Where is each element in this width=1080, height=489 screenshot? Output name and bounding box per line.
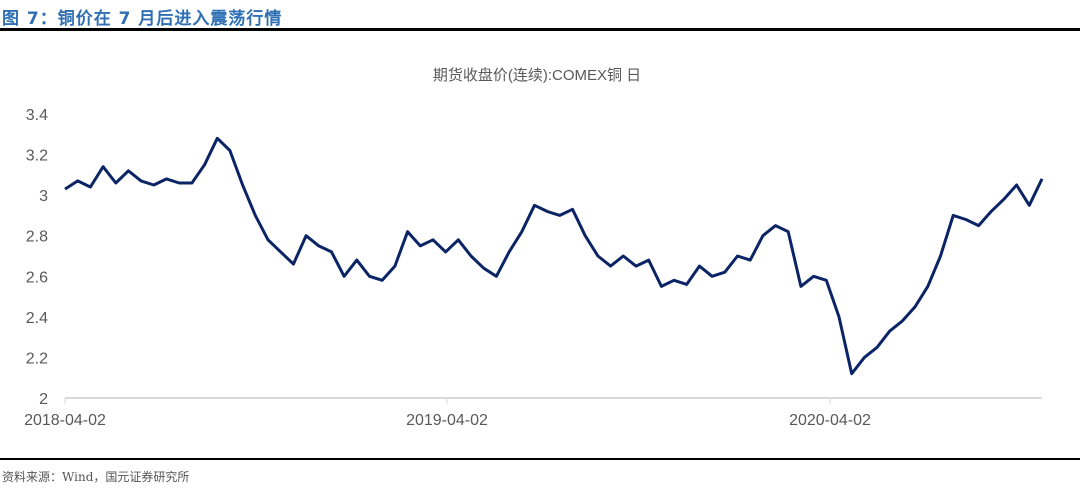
- x-tick-label: 2019-04-02: [406, 412, 488, 429]
- y-axis-ticks: 3.4 3.2 3 2.8 2.6 2.4 2.2 2: [26, 107, 48, 408]
- y-tick-label: 3.4: [26, 107, 48, 124]
- y-tick-label: 2.6: [26, 269, 48, 286]
- y-tick-label: 2.2: [26, 350, 48, 367]
- y-tick-label: 2.4: [26, 310, 48, 327]
- source-note: 资料来源：Wind，国元证券研究所: [2, 470, 190, 484]
- y-tick-label: 2: [39, 391, 48, 408]
- figure-title: 图 7：铜价在 7 月后进入震荡行情: [2, 9, 283, 29]
- y-tick-label: 2.8: [26, 229, 48, 246]
- top-rule: [0, 28, 1080, 31]
- bottom-rule: [0, 458, 1080, 460]
- price-line: [64, 136, 1044, 376]
- x-tick-label: 2020-04-02: [789, 412, 871, 429]
- x-axis-ticks: 2018-04-02 2019-04-02 2020-04-02: [24, 398, 871, 429]
- chart-title: 期货收盘价(连续):COMEX铜 日: [433, 66, 641, 84]
- y-tick-label: 3.2: [26, 148, 48, 165]
- x-tick-label: 2018-04-02: [24, 412, 106, 429]
- y-tick-label: 3: [39, 188, 48, 205]
